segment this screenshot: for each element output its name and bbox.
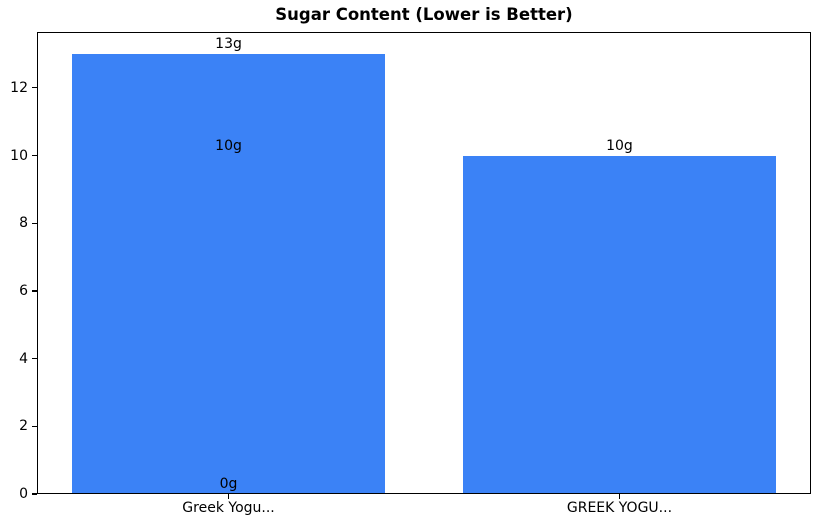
x-tick-mark	[227, 494, 230, 499]
y-tick-label: 4	[19, 350, 28, 367]
plot-area: 13g 10g 0g 10g	[37, 32, 811, 494]
bar-value-label: 13g	[215, 36, 242, 52]
x-tick-label: GREEK YOGU...	[566, 500, 673, 516]
bar	[463, 155, 776, 494]
bar	[72, 54, 385, 494]
y-tick-label: 2	[19, 418, 28, 435]
y-tick-label: 6	[19, 282, 28, 299]
y-tick-label: 8	[19, 215, 28, 232]
bars-layer: 13g 10g 0g 10g	[37, 32, 811, 494]
x-tick-mark	[618, 494, 621, 499]
y-tick-label: 12	[10, 79, 28, 96]
bar-value-label: 0g	[219, 476, 238, 492]
chart-title: Sugar Content (Lower is Better)	[275, 5, 573, 24]
x-tick-label: Greek Yogu...	[182, 500, 275, 516]
y-tick-label: 10	[10, 147, 28, 164]
bar-value-label: 10g	[606, 137, 633, 154]
y-tick-label: 0	[19, 486, 28, 502]
bar-value-label: 10g	[215, 137, 242, 154]
